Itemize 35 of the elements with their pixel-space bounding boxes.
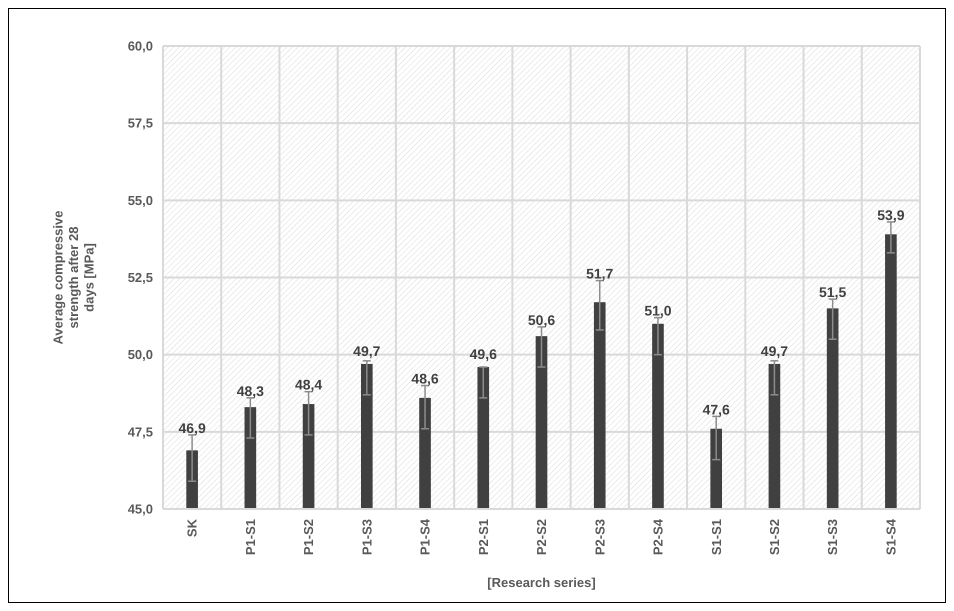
- x-tick-label: P2-S2: [534, 519, 550, 556]
- data-label: 51,7: [586, 266, 614, 282]
- x-tick-label: P1-S1: [242, 519, 258, 556]
- x-tick-label: SK: [184, 518, 200, 538]
- data-label: 53,9: [877, 206, 905, 223]
- x-tick-label: P1-S3: [359, 519, 374, 556]
- data-label: 47,6: [702, 401, 730, 418]
- y-tick-label: 47,5: [128, 424, 153, 440]
- y-tick-label: 57,5: [128, 116, 153, 131]
- data-label: 49,6: [470, 346, 498, 362]
- y-tick-label: 55,0: [128, 192, 153, 208]
- data-label: 51,0: [644, 302, 672, 319]
- x-tick-label: S1-S4: [883, 518, 898, 556]
- x-tick-label: P2-S3: [592, 519, 608, 556]
- y-tick-label: 50,0: [128, 347, 153, 362]
- y-axis-title: Average compressive strength after 28 days [MPa]: [50, 210, 97, 344]
- data-label: 49,7: [760, 342, 788, 359]
- x-tick-label: P2-S1: [476, 519, 491, 556]
- x-tick-label: P1-S4: [418, 518, 433, 556]
- x-tick-label: S1-S1: [708, 519, 724, 556]
- x-tick-label: P2-S4: [650, 518, 666, 556]
- data-label: 46,9: [178, 420, 206, 436]
- data-label: 48,4: [294, 376, 322, 393]
- x-tick-label: S1-S3: [825, 519, 840, 556]
- data-label: 49,7: [353, 342, 381, 359]
- y-tick-label: 45,0: [128, 502, 153, 517]
- data-label: 48,6: [411, 370, 439, 387]
- x-tick-label: P1-S2: [301, 519, 316, 556]
- data-label: 50,6: [528, 312, 556, 328]
- data-label: 48,3: [236, 382, 264, 399]
- data-label: 51,5: [819, 284, 846, 300]
- x-tick-label: S1-S2: [766, 519, 782, 556]
- y-tick-label: 60,0: [128, 38, 153, 54]
- y-tick-label: 52,5: [128, 270, 153, 286]
- x-axis-title: [Research series]: [487, 575, 596, 590]
